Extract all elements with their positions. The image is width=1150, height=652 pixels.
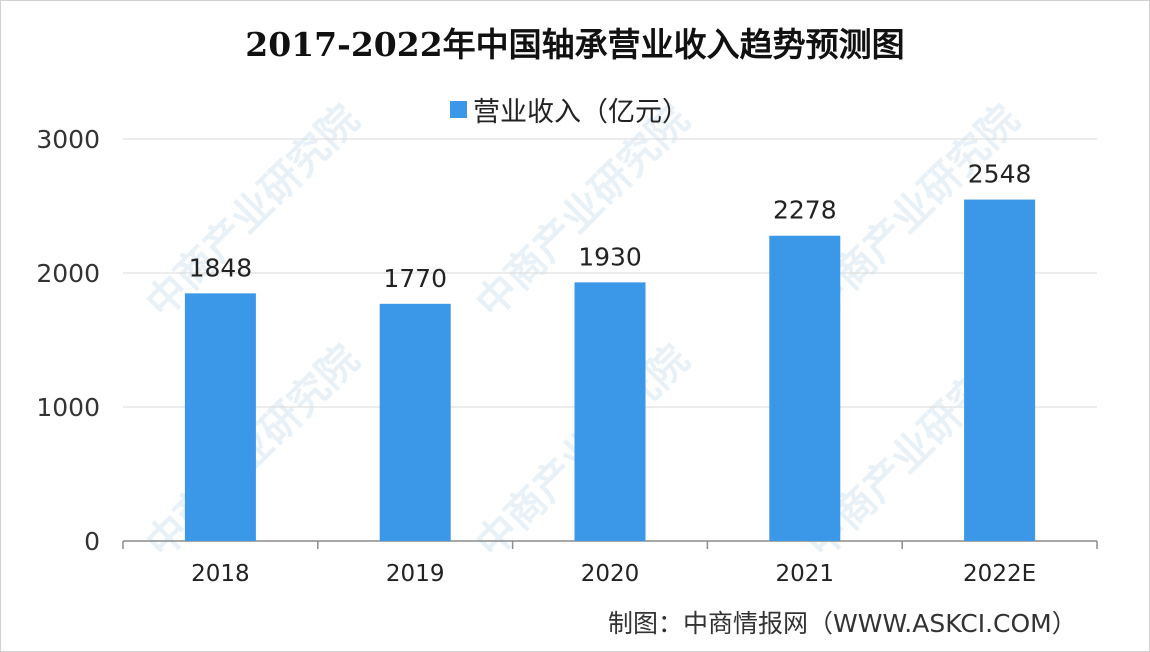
x-tick-label: 2019 <box>386 561 445 587</box>
data-label: 1770 <box>383 264 447 293</box>
y-tick-label: 1000 <box>36 393 100 422</box>
bar <box>379 303 451 541</box>
y-tick-label: 3000 <box>36 125 100 154</box>
data-label: 1930 <box>578 242 642 271</box>
y-tick-label: 0 <box>84 527 100 556</box>
source-credit: 制图：中商情报网（WWW.ASKCI.COM） <box>608 609 1077 638</box>
x-tick-label: 2022E <box>963 561 1036 587</box>
x-tick-label: 2021 <box>776 561 835 587</box>
chart-title: 2017-2022年中国轴承营业收入趋势预测图 <box>245 25 905 64</box>
legend-label: 营业收入（亿元） <box>473 96 689 128</box>
bar <box>574 282 646 541</box>
y-tick-label: 2000 <box>36 259 100 288</box>
legend-swatch <box>450 100 467 118</box>
x-tick-label: 2018 <box>191 561 250 587</box>
data-label: 2278 <box>773 196 837 225</box>
bar <box>769 235 841 542</box>
x-tick-label: 2020 <box>581 561 640 587</box>
bar <box>964 199 1036 541</box>
data-label: 2548 <box>968 160 1032 189</box>
legend: 营业收入（亿元） <box>450 92 689 128</box>
data-label: 1848 <box>189 253 253 282</box>
bar <box>184 293 256 541</box>
